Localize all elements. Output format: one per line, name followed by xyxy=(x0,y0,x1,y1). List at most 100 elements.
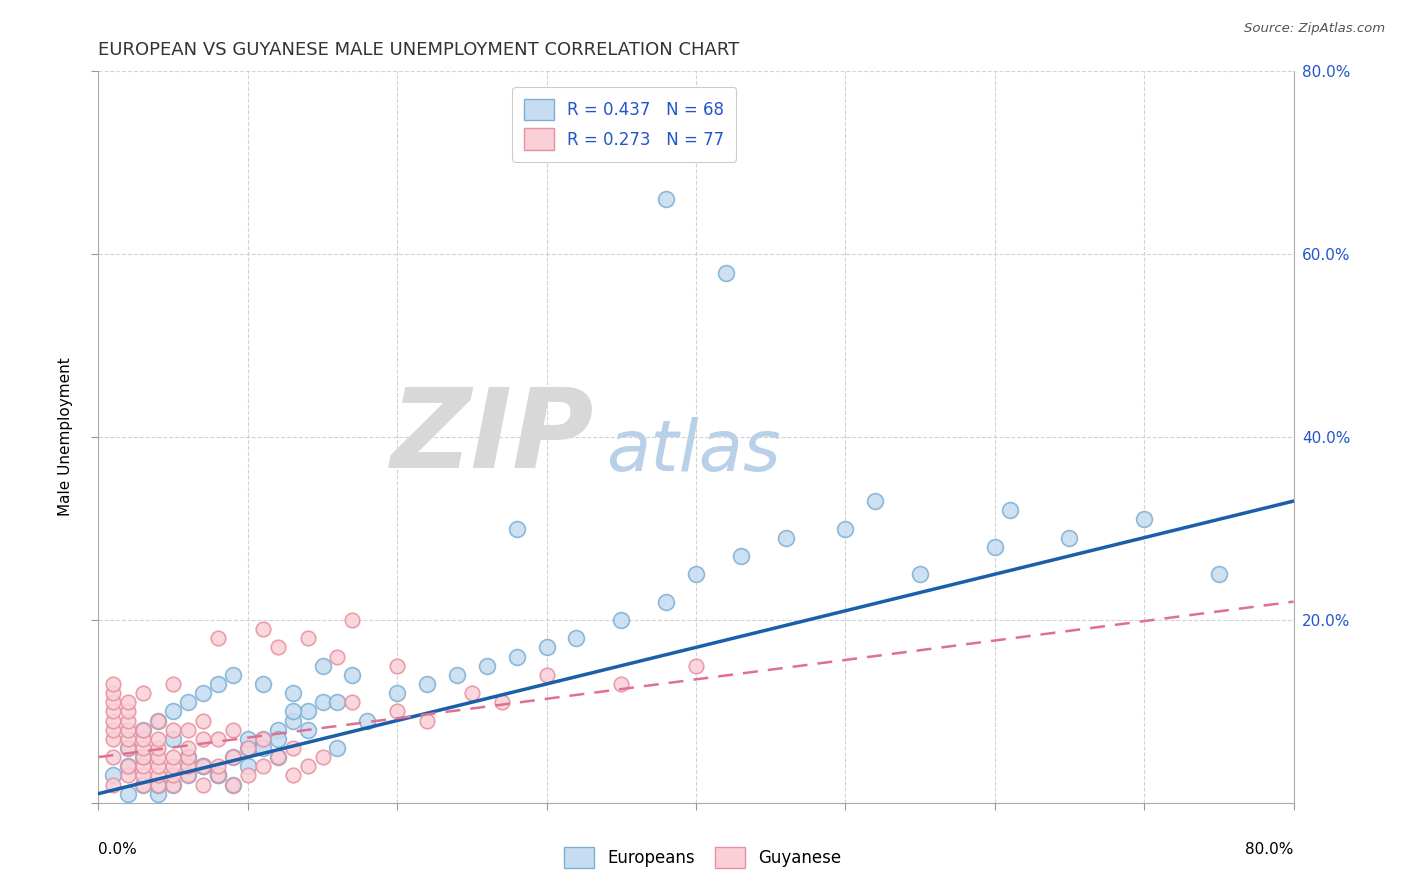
Point xyxy=(1133,512,1156,526)
Point xyxy=(267,640,290,655)
Point xyxy=(342,613,364,627)
Point xyxy=(865,494,887,508)
Point xyxy=(132,740,155,755)
Point xyxy=(297,723,319,737)
Point xyxy=(162,759,184,773)
Point xyxy=(252,759,274,773)
Point xyxy=(177,723,200,737)
Point xyxy=(103,768,125,782)
Point xyxy=(191,731,214,746)
Point xyxy=(311,695,333,709)
Text: 0.0%: 0.0% xyxy=(98,842,138,856)
Point xyxy=(297,759,319,773)
Text: ZIP: ZIP xyxy=(391,384,595,491)
Point xyxy=(236,740,259,755)
Point xyxy=(148,740,170,755)
Point xyxy=(148,759,170,773)
Point xyxy=(132,778,155,792)
Point xyxy=(536,640,558,655)
Point xyxy=(281,768,304,782)
Point xyxy=(385,705,409,719)
Point xyxy=(908,567,931,582)
Point xyxy=(222,750,245,764)
Point xyxy=(103,677,125,691)
Point xyxy=(103,686,125,700)
Text: atlas: atlas xyxy=(606,417,780,486)
Point xyxy=(177,759,200,773)
Point xyxy=(252,740,274,755)
Point xyxy=(132,750,155,764)
Point xyxy=(191,778,214,792)
Point xyxy=(252,622,274,636)
Point xyxy=(162,778,184,792)
Point xyxy=(236,768,259,782)
Point xyxy=(117,705,139,719)
Point xyxy=(342,667,364,681)
Point xyxy=(162,778,184,792)
Point xyxy=(446,667,468,681)
Point xyxy=(536,667,558,681)
Point xyxy=(281,740,304,755)
Point xyxy=(103,731,125,746)
Point xyxy=(132,731,155,746)
Point xyxy=(207,759,229,773)
Point xyxy=(148,778,170,792)
Point xyxy=(162,768,184,782)
Point xyxy=(281,714,304,728)
Point xyxy=(775,531,797,545)
Point xyxy=(252,731,274,746)
Point xyxy=(103,695,125,709)
Point xyxy=(148,778,170,792)
Point xyxy=(252,731,274,746)
Point xyxy=(565,632,588,646)
Point xyxy=(326,649,349,664)
Point xyxy=(998,503,1021,517)
Point xyxy=(103,750,125,764)
Point xyxy=(281,686,304,700)
Point xyxy=(117,714,139,728)
Legend: R = 0.437   N = 68, R = 0.273   N = 77: R = 0.437 N = 68, R = 0.273 N = 77 xyxy=(512,87,737,161)
Point xyxy=(714,266,737,280)
Point xyxy=(132,778,155,792)
Point xyxy=(191,714,214,728)
Point xyxy=(177,768,200,782)
Point xyxy=(655,192,678,206)
Point xyxy=(222,723,245,737)
Point xyxy=(162,750,184,764)
Point xyxy=(162,731,184,746)
Point xyxy=(117,723,139,737)
Text: 80.0%: 80.0% xyxy=(1246,842,1294,856)
Point xyxy=(148,768,170,782)
Point xyxy=(162,677,184,691)
Point xyxy=(685,567,707,582)
Point xyxy=(385,686,409,700)
Point xyxy=(177,750,200,764)
Point xyxy=(207,731,229,746)
Point xyxy=(222,667,245,681)
Point xyxy=(103,714,125,728)
Point xyxy=(655,594,678,608)
Point xyxy=(685,658,707,673)
Point xyxy=(506,521,529,535)
Point xyxy=(222,750,245,764)
Point xyxy=(148,787,170,801)
Point xyxy=(117,759,139,773)
Point xyxy=(281,705,304,719)
Point xyxy=(1208,567,1230,582)
Point xyxy=(222,778,245,792)
Point xyxy=(207,677,229,691)
Point xyxy=(177,695,200,709)
Point xyxy=(117,695,139,709)
Text: Source: ZipAtlas.com: Source: ZipAtlas.com xyxy=(1244,22,1385,36)
Point xyxy=(267,750,290,764)
Point xyxy=(1059,531,1081,545)
Point xyxy=(132,759,155,773)
Point xyxy=(356,714,378,728)
Point xyxy=(610,677,633,691)
Point xyxy=(148,750,170,764)
Point xyxy=(103,705,125,719)
Point xyxy=(117,768,139,782)
Point xyxy=(207,768,229,782)
Text: EUROPEAN VS GUYANESE MALE UNEMPLOYMENT CORRELATION CHART: EUROPEAN VS GUYANESE MALE UNEMPLOYMENT C… xyxy=(98,41,740,59)
Point xyxy=(117,731,139,746)
